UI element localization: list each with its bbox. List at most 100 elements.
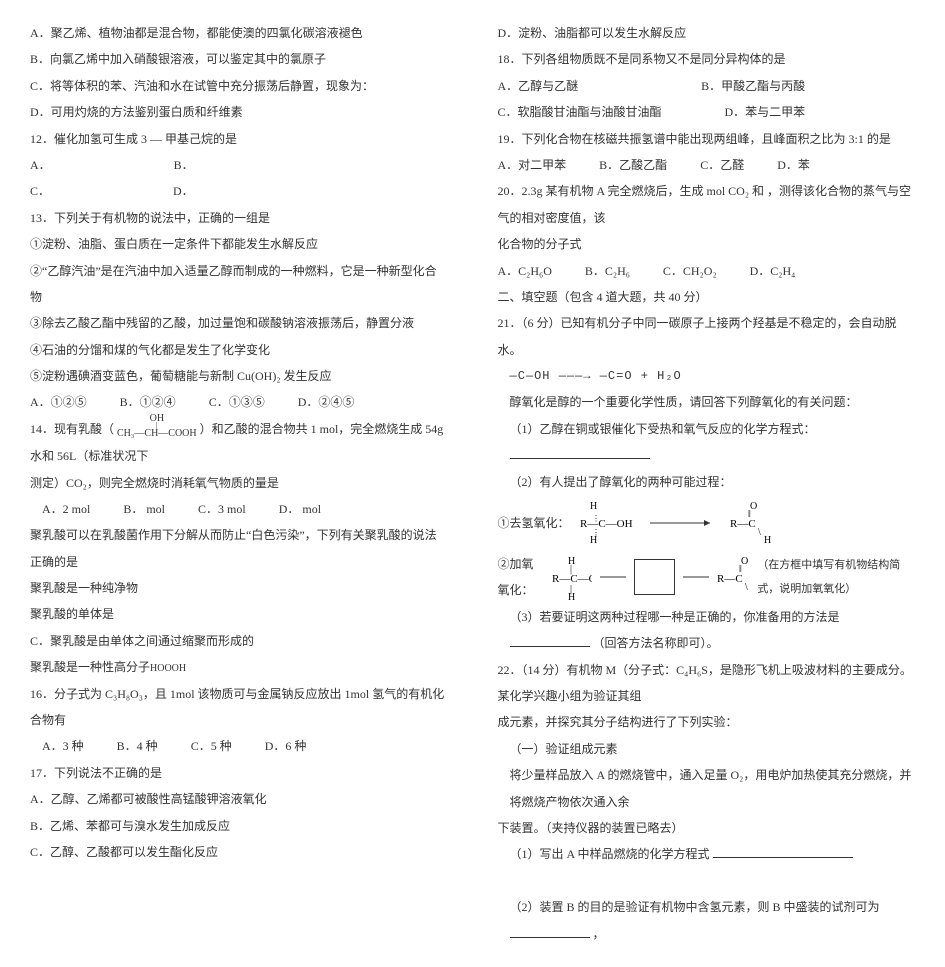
q22b: 成元素，并探究其分子结构进行了下列实验： [498,709,916,735]
svg-text:R—C: R—C [730,518,756,530]
q20-c: C．CH₂O₂ [663,258,717,284]
q20-a: A．C₂H₆O [498,258,552,284]
q22-1: （1）写出 A 中样品燃烧的化学方程式 [498,841,916,867]
q16-b: B．4 种 [117,733,158,759]
pla-d-formula: HOOOH [150,663,186,674]
q21: 21．（6 分）已知有机分子中同一碳原子上接两个羟基是不稳定的，会自动脱水。 [498,310,916,363]
path2-label: ②加氧氧化： [498,551,545,604]
section-2: 二、填空题（包含 4 道大题，共 40 分） [498,284,916,310]
svg-text:R—C: R—C [717,573,743,585]
q21-desc: 醇氧化是醇的一个重要化学性质，请回答下列醇氧化的有关问题： [498,389,916,415]
q16-a: A．3 种 [42,733,84,759]
q22-desc1: 将少量样品放入 A 的燃烧管中，通入足量 O₂，用电炉加热使其充分燃烧，并将燃烧… [498,762,916,815]
q16: 16．分子式为 C₃H₈O₃，且 1mol 该物质可与金属钠反应放出 1mol … [30,681,448,734]
q12: 12．催化加氢可生成 3 — 甲基己烷的是 [30,126,448,152]
q14-c: C．3 mol [198,496,246,522]
svg-text:H: H [568,592,575,602]
q18-a: A．乙醇与乙醚 [498,73,579,99]
svg-text:\: \ [758,527,761,538]
dehydro-diagram: H H ⋮ ⋮ R—C—OH O ‖ R—C \ H [580,495,800,551]
pla-b: 聚乳酸的单体是 [30,601,448,627]
path2-note: （在方框中填写有机物结构简式，说明加氧氧化） [757,553,915,601]
pla-a: 聚乳酸是一种纯净物 [30,575,448,601]
q17-c: C．乙醇、乙酸都可以发生酯化反应 [30,839,448,865]
svg-text:R—C—OH: R—C—OH [580,518,633,530]
formula-bottom: CH₃—CH—COOH [117,428,197,439]
q21-path2: ②加氧氧化： H | R—C—OH | H O ‖ R—C \ H （在方框中填… [498,551,916,604]
q14-cont: 测定）CO₂，则完全燃烧时消耗氧气物质的量是 [30,470,448,496]
pla-d: 聚乳酸是一种性高分子HOOOH [30,654,448,680]
option-b: B．向氯乙烯中加入硝酸银溶液，可以鉴定其中的氯原子 [30,46,448,72]
q17: 17．下列说法不正确的是 [30,760,448,786]
q13-options: A．①②⑤ B．①②④ C．①③⑤ D．②④⑤ [30,389,448,415]
q14-d: D． mol [279,496,321,522]
q14: 14．现有乳酸（ OH | CH₃—CH—COOH ）和乙酸的混合物共 1 mo… [30,416,448,470]
q22-1-text: （1）写出 A 中样品燃烧的化学方程式 [510,847,710,861]
q21-3: （3）若要证明这两种过程哪一种是正确的，你准备用的方法是 （回答方法名称即可）。 [498,604,916,657]
q18-cd: C．软脂酸甘油酯与油酸甘油酯 D．苯与二甲苯 [498,99,916,125]
q20: 20．2.3g 某有机物 A 完全燃烧后，生成 mol CO₂ 和 ，测得该化合… [498,178,916,231]
q17-b: B．乙烯、苯都可与溴水发生加成反应 [30,813,448,839]
right-column: D．淀粉、油脂都可以发生水解反应 18．下列各组物质既不是同系物又不是同分异构体… [498,20,916,947]
q13-b: B．①②④ [120,389,176,415]
q22: 22．（14 分）有机物 M（分子式：C₄H₆S，是隐形飞机上吸波材料的主要成分… [498,657,916,710]
q13-s2: ②“乙醇汽油”是在汽油中加入适量乙醇而制成的一种燃料，它是一种新型化合物 [30,258,448,311]
q12-options-cd: C． D． [30,178,448,204]
q14-options: A．2 mol B． mol C．3 mol D． mol [30,496,448,522]
blank-line [498,868,916,894]
q20-b: B．C₂H₆ [585,258,630,284]
q16-d: D．6 种 [265,733,307,759]
q19-c: C．乙醛 [700,152,744,178]
q21-eq-text: —C—OH ———→ —C=O + H₂O [510,369,682,383]
q22-desc2: 下装置。（夹持仪器的装置已略去） [498,815,916,841]
q18-c: C．软脂酸甘油酯与油酸甘油酯 [498,99,662,125]
blank-input[interactable] [510,634,590,647]
q18: 18．下列各组物质既不是同系物又不是同分异构体的是 [498,46,916,72]
svg-text:H: H [590,501,597,512]
polylactic-intro: 聚乳酸可以在乳酸菌作用下分解从而防止“白色污染”，下列有关聚乳酸的说法正确的是 [30,522,448,575]
q13: 13．下列关于有机物的说法中，正确的一组是 [30,205,448,231]
blank-input[interactable] [510,446,650,459]
svg-text:H: H [764,535,771,546]
q22-2: （2）装置 B 的目的是验证有机物中含氢元素，则 B 中盛装的试剂可为 ， [498,894,916,947]
q18-ab: A．乙醇与乙醚 B．甲酸乙酯与丙酸 [498,73,916,99]
q12-b: B． [174,152,194,178]
q19-b: B．乙酸乙酯 [599,152,667,178]
q13-c: C．①③⑤ [209,389,265,415]
q13-d: D．②④⑤ [298,389,355,415]
q19-d: D．苯 [777,152,810,178]
q21-3-text: （3）若要证明这两种过程哪一种是正确的，你准备用的方法是 [510,610,840,624]
q19-options: A．对二甲苯 B．乙酸乙酯 C．乙醛 D．苯 [498,152,916,178]
arrow-icon [600,571,626,583]
q18-d: D．苯与二甲苯 [725,99,806,125]
q17-d: D．淀粉、油脂都可以发生水解反应 [498,20,916,46]
addox-left: H | R—C—OH | H [552,552,591,602]
q14-a: A．2 mol [42,496,90,522]
q21-1: （1）乙醇在铜或银催化下受热和氧气反应的化学方程式： [498,416,916,469]
q13-s5: ⑤淀粉遇碘酒变蓝色，葡萄糖能与新制 Cu(OH)₂ 发生反应 [30,363,448,389]
q21-eq: —C—OH ———→ —C=O + H₂O [498,363,916,389]
q19-a: A．对二甲苯 [498,152,567,178]
q17-a: A．乙醇、乙烯都可被酸性高锰酸钾溶液氧化 [30,786,448,812]
svg-text:\: \ [745,582,748,593]
answer-box[interactable] [634,559,675,595]
q13-s1: ①淀粉、油脂、蛋白质在一定条件下都能发生水解反应 [30,231,448,257]
q22-2-tail: ， [593,927,605,941]
blank-input[interactable] [713,845,853,858]
option-d: D．可用灼烧的方法鉴别蛋白质和纤维素 [30,99,448,125]
q12-c: C． [30,178,50,204]
q21-1-text: （1）乙醇在铜或银催化下受热和氧气反应的化学方程式： [510,422,816,436]
svg-text:O: O [741,556,748,567]
q22-2-text: （2）装置 B 的目的是验证有机物中含氢元素，则 B 中盛装的试剂可为 [510,900,880,914]
option-c: C．将等体积的苯、汽油和水在试管中充分振荡后静置，现象为： [30,73,448,99]
addox-right: O ‖ R—C \ H [717,552,750,602]
left-column: A．聚乙烯、植物油都是混合物，都能使澳的四氯化碳溶液褪色 B．向氯乙烯中加入硝酸… [30,20,448,947]
lactic-acid-formula: OH | CH₃—CH—COOH [117,413,197,439]
q12-options-ab: A． B． [30,152,448,178]
pla-d-text: 聚乳酸是一种性高分子 [30,660,150,674]
q13-s4: ④石油的分馏和煤的气化都是发生了化学变化 [30,337,448,363]
q20-d: D．C₂H₄ [750,258,796,284]
q13-a: A．①②⑤ [30,389,87,415]
blank-input[interactable] [510,925,590,938]
q14-b: B． mol [123,496,165,522]
